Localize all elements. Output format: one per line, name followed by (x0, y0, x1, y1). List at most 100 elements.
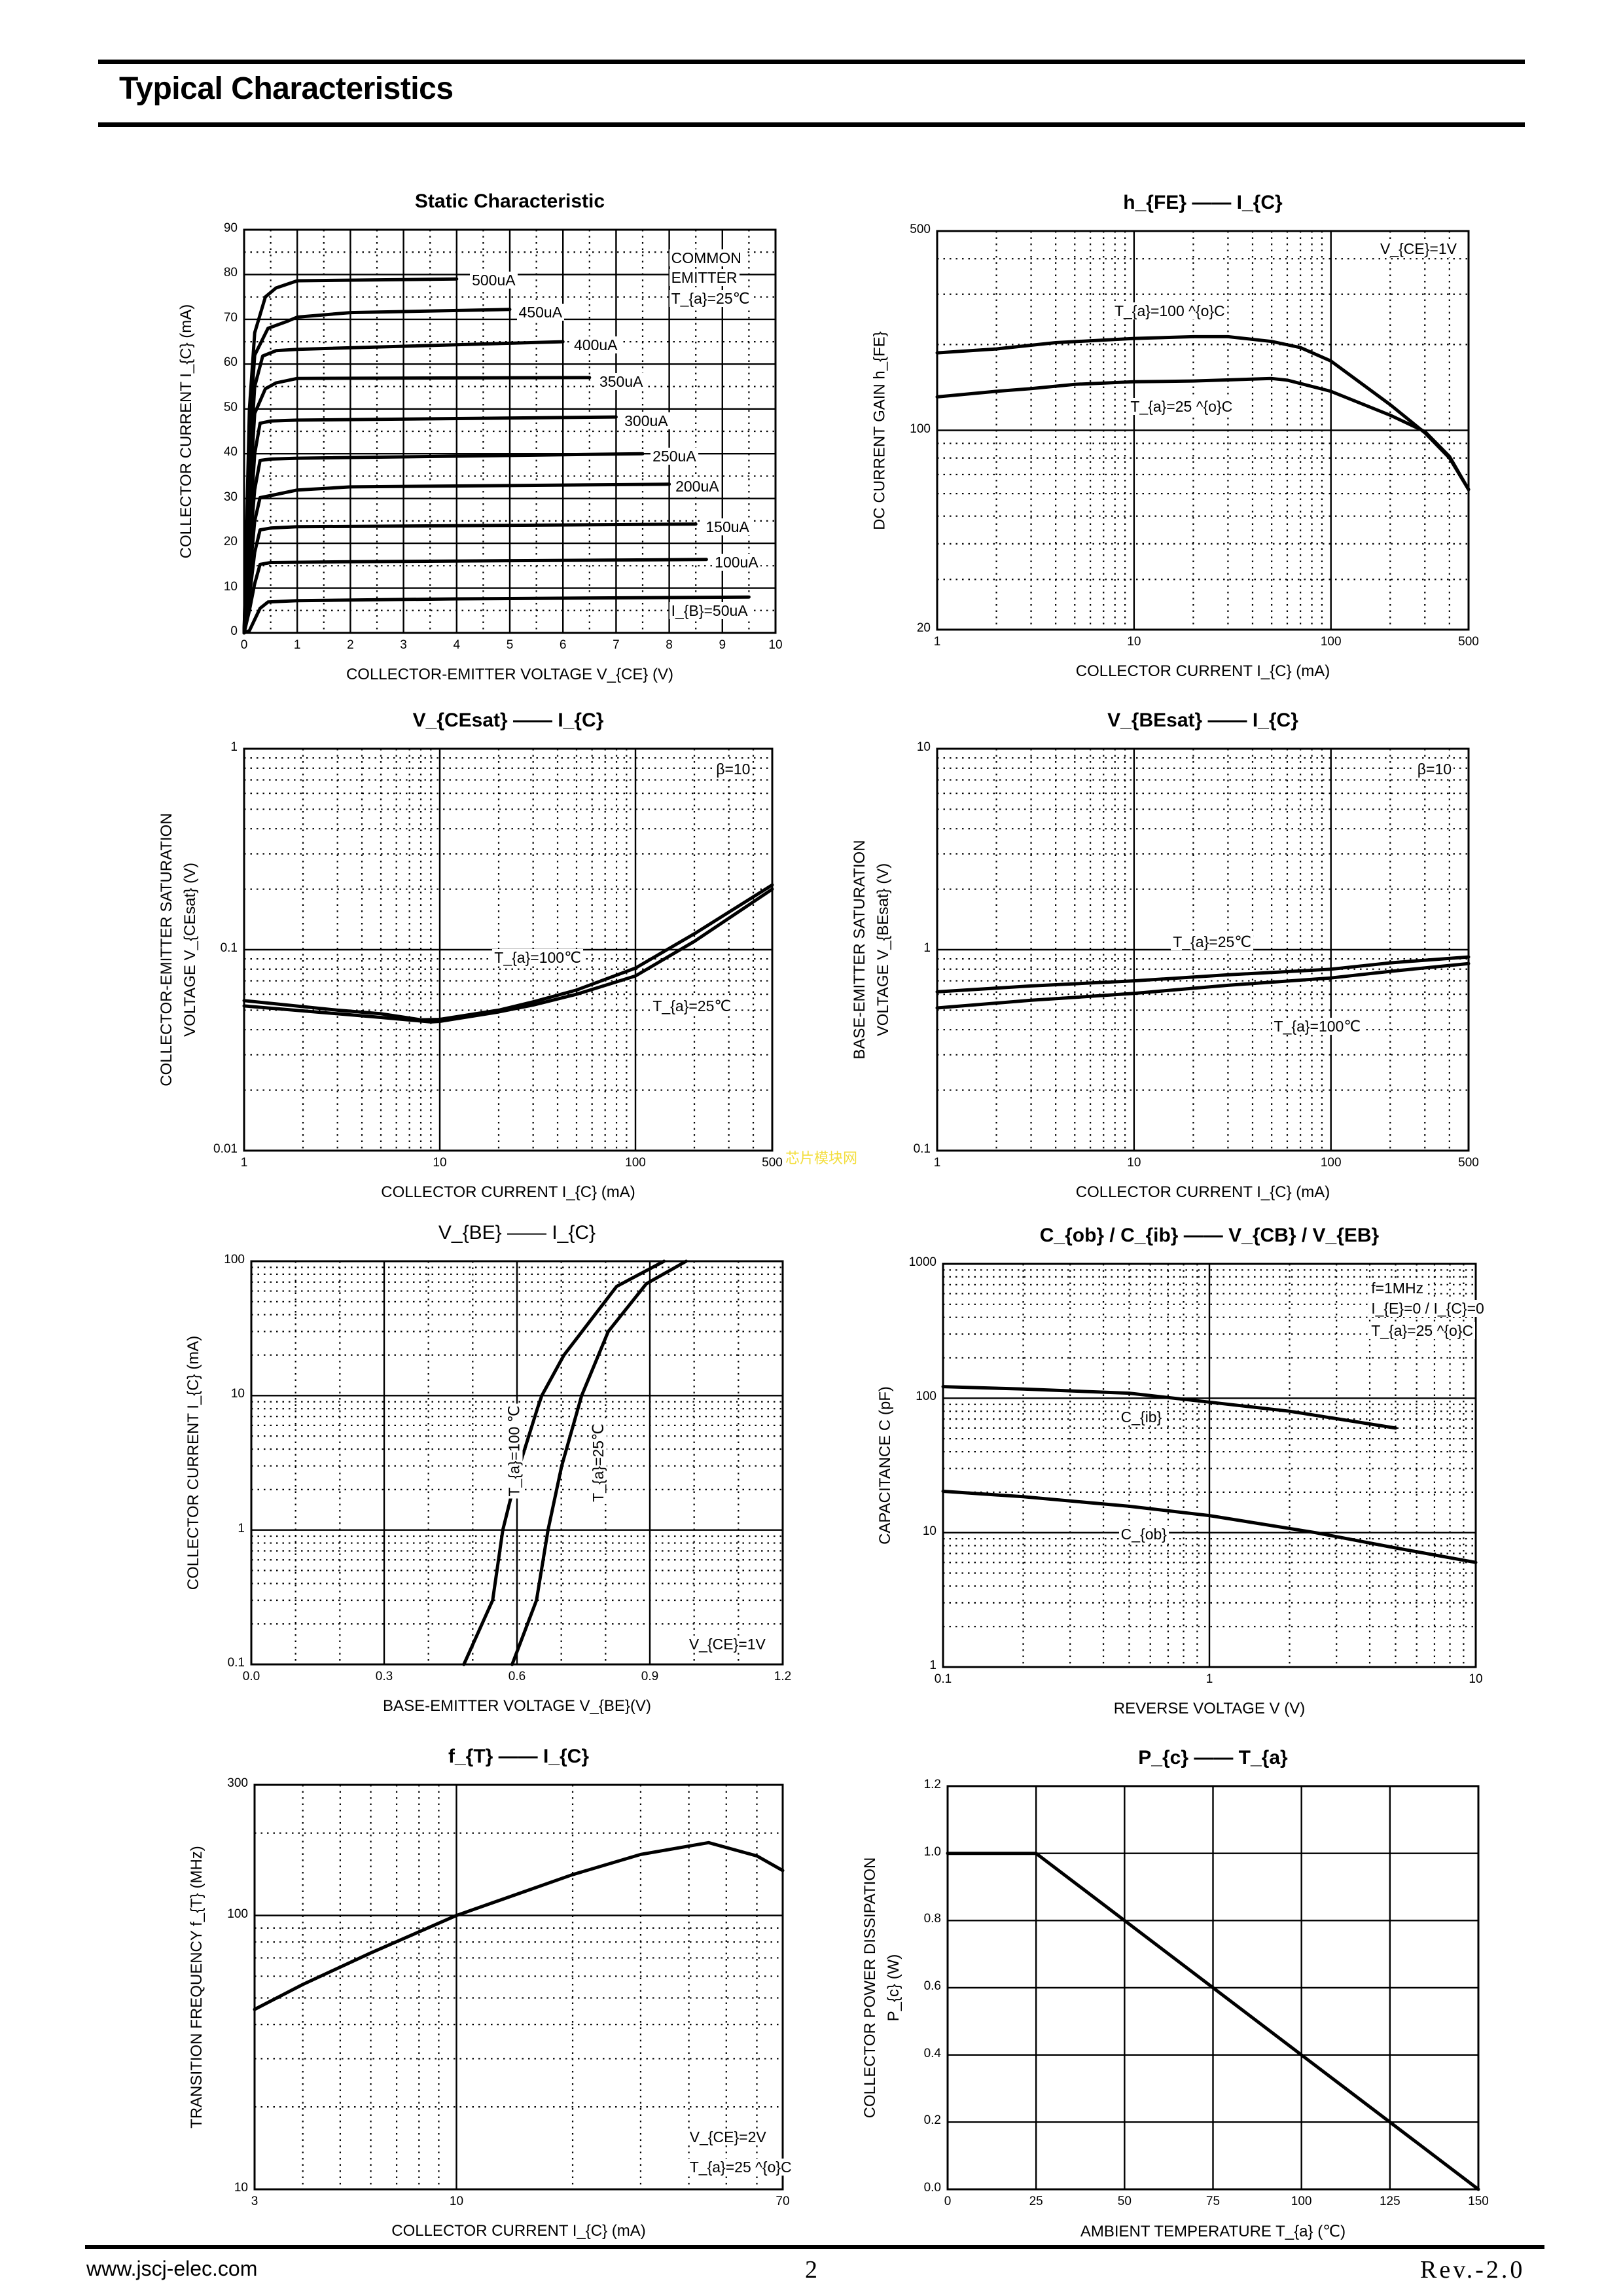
chart-annotation: C_{ib} (1118, 1408, 1164, 1426)
series-label: 350uA (597, 372, 645, 390)
y-tick-label: 1 (929, 1659, 936, 1672)
x-tick-label: 500 (1458, 635, 1479, 649)
x-tick-label: 0 (240, 638, 248, 652)
y-tick-label: 10 (234, 2181, 248, 2195)
footer-website-link[interactable]: www.jscj-elec.com (86, 2257, 258, 2280)
series-line-100ua (242, 558, 708, 635)
y-tick-label: 1 (238, 1521, 245, 1535)
y-tick-label: 10 (223, 579, 238, 594)
y-tick-label: 1.2 (923, 1778, 941, 1791)
x-axis-label: COLLECTOR CURRENT I_{C} (mA) (391, 2222, 646, 2240)
footer-page-number: 2 (805, 2256, 817, 2284)
y-tick-label: 80 (223, 266, 238, 280)
chart-annotation: V_{CE}=1V (1378, 240, 1459, 258)
chart-annotation: β=10 (714, 760, 753, 778)
y-axis-label: DC CURRENT GAIN h_{FE} (870, 331, 888, 530)
y-axis-label: VOLTAGE V_{CEsat} (V) (181, 863, 199, 1037)
y-axis-label: TRANSITION FREQUENCY f_{T} (MHz) (188, 1846, 205, 2128)
x-tick-label: 4 (453, 638, 461, 652)
chart-annotation: EMITTER (669, 268, 740, 286)
series-line-cib (941, 1385, 1397, 1430)
plot-frame (936, 230, 1470, 631)
x-tick-label: 1 (1205, 1672, 1213, 1686)
y-tick-label: 500 (910, 223, 931, 236)
chart-annotation: T_{a}=100℃ (1272, 1017, 1363, 1035)
x-tick-label: 5 (506, 638, 514, 652)
header-top-rule (98, 60, 1525, 64)
y-tick-label: 100 (916, 1390, 936, 1404)
series-line-150ua (242, 522, 698, 635)
x-tick-label: 50 (1117, 2195, 1132, 2208)
y-tick-label: 300 (227, 1776, 248, 1790)
footer-revision: Rev.-2.0 (1420, 2256, 1525, 2284)
chart-title: Static Characteristic (414, 190, 605, 212)
x-tick-label: 0.9 (641, 1670, 659, 1683)
y-axis-label: P_{c} (W) (885, 1954, 902, 2022)
chart-annotation: β=10 (1415, 760, 1454, 778)
y-axis-label: COLLECTOR CURRENT I_{C} (mA) (177, 304, 195, 559)
x-axis-label: COLLECTOR-EMITTER VOLTAGE V_{CE} (V) (346, 666, 674, 683)
x-axis-label: BASE-EMITTER VOLTAGE V_{BE}(V) (383, 1697, 651, 1715)
x-tick-label: 3 (400, 638, 407, 652)
plot-area (253, 1784, 785, 2191)
y-axis-label: VOLTAGE V_{BEsat} (V) (874, 863, 892, 1037)
x-tick-label: 6 (559, 638, 567, 652)
plot-area (941, 1263, 1478, 1668)
watermark: 芯片模块网 (785, 1150, 858, 1166)
x-tick-label: 100 (1320, 1156, 1342, 1170)
x-tick-label: 100 (625, 1156, 646, 1170)
x-tick-label: 8 (666, 638, 673, 652)
chart-capacitance-vs-voltage: C_{ob} / C_{ib} —— V_{CB} / V_{EB} 0.1 1 10… (876, 1225, 1486, 1717)
x-axis-label: REVERSE VOLTAGE V (V) (1113, 1700, 1306, 1717)
plot-frame (243, 747, 774, 1152)
series-line-450ua (242, 308, 512, 635)
y-tick-label: 1.0 (923, 1844, 941, 1859)
y-tick-label: 70 (223, 310, 238, 325)
chart-annotation: V_{CE}=1V (687, 1636, 768, 1653)
series-line-250ua (242, 452, 645, 635)
x-tick-label: 9 (719, 638, 726, 652)
page-title: Typical Characteristics (119, 71, 454, 106)
chart-title: P_{c} —— T_{a} (1138, 1747, 1288, 1768)
series-label: 250uA (651, 448, 698, 465)
x-tick-label: 0.0 (242, 1670, 260, 1683)
x-tick-label: 500 (762, 1156, 783, 1170)
x-tick-label: 25 (1029, 2195, 1043, 2208)
x-tick-label: 1 (933, 1156, 941, 1170)
y-tick-label: 90 (223, 221, 238, 235)
x-tick-label: 125 (1379, 2195, 1400, 2208)
series-line-ta-25-c (242, 888, 774, 1024)
y-tick-label: 50 (223, 400, 238, 414)
y-tick-label: 30 (223, 490, 238, 504)
x-tick-label: 2 (347, 638, 354, 652)
y-axis-label: BASE-EMITTER SATURATION (851, 840, 868, 1060)
chart-title: V_{CEsat} —— I_{C} (412, 709, 604, 731)
plot-area (250, 1259, 784, 1666)
series-line-pc (946, 1852, 1480, 2191)
series-line-400ua (242, 340, 565, 635)
y-tick-label: 20 (916, 621, 931, 635)
x-tick-label: 0.3 (375, 1670, 393, 1683)
y-tick-label: 1 (230, 740, 238, 754)
y-tick-label: 20 (223, 535, 238, 549)
x-axis-label: COLLECTOR CURRENT I_{C} (mA) (1075, 1183, 1330, 1201)
series-line-350ua (242, 376, 592, 635)
x-tick-label: 1 (293, 638, 301, 652)
chart-annotation: V_{CE}=2V (687, 2128, 768, 2145)
chart-title: h_{FE} —— I_{C} (1123, 192, 1283, 213)
y-tick-label: 0.2 (923, 2113, 941, 2128)
y-tick-label: 0.6 (923, 1979, 941, 1993)
y-tick-label: 0.8 (923, 1912, 941, 1926)
x-tick-label: 1.2 (774, 1670, 792, 1683)
series-label: 150uA (704, 518, 751, 535)
plot-frame (936, 747, 1470, 1152)
y-tick-label: 40 (223, 445, 238, 459)
plot-area (946, 1785, 1480, 2191)
chart-annotation: COMMON (669, 249, 743, 267)
plot-frame (253, 1784, 784, 2191)
y-tick-label: 10 (922, 1524, 936, 1538)
chart-pc-vs-ta: P_{c} —— T_{a} 0 25 50 75 100 125 150 0.0 0.2 0.4 0… (861, 1747, 1489, 2240)
y-tick-label: 100 (224, 1253, 245, 1266)
x-tick-label: 100 (1291, 2195, 1312, 2208)
y-axis-label: CAPACITANCE C (pF) (876, 1386, 894, 1545)
